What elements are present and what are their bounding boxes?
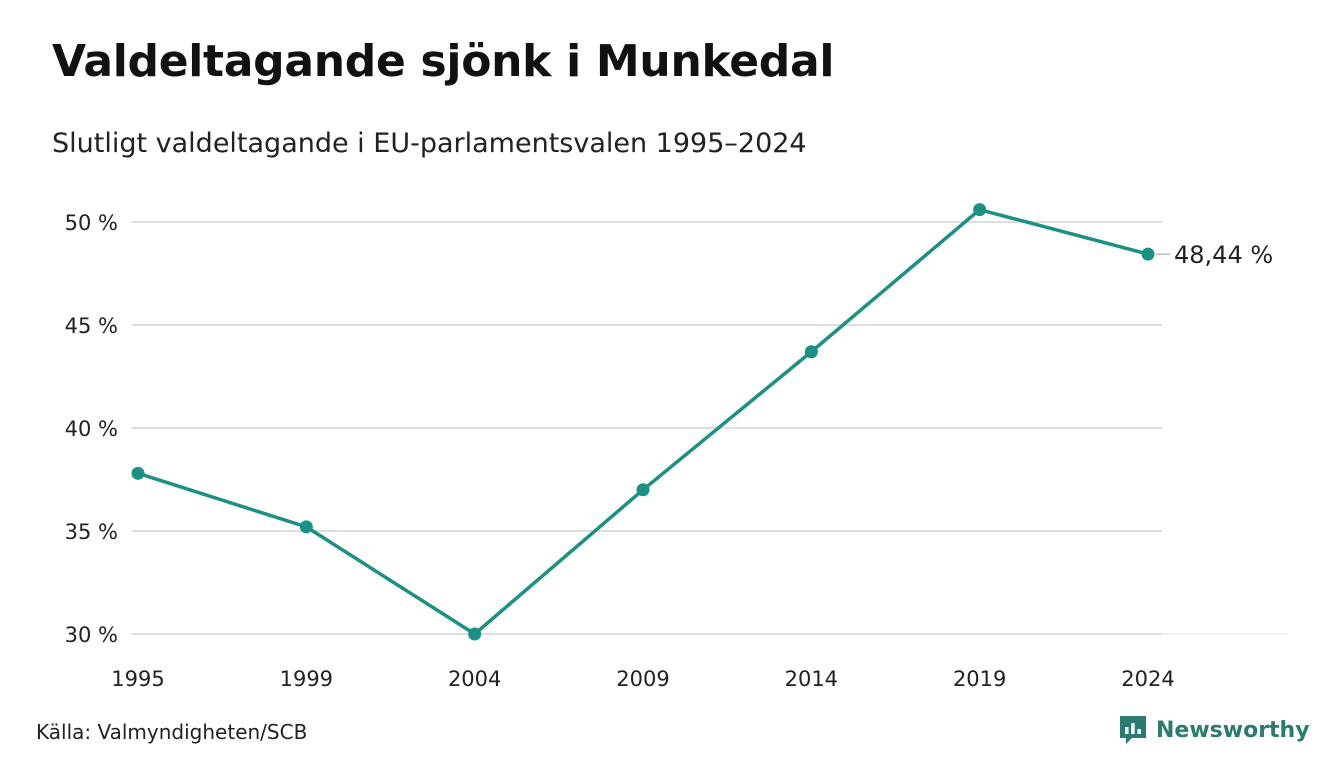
x-tick-label: 2009 — [616, 667, 669, 691]
data-point-1995[interactable] — [131, 466, 145, 480]
gridlines — [132, 221, 1288, 635]
y-tick-label: 40 % — [65, 417, 118, 441]
series-layer — [131, 203, 1155, 641]
y-tick-label: 50 % — [65, 211, 118, 235]
end-value-label: 48,44 % — [1174, 241, 1273, 269]
chart-title: Valdeltagande sjönk i Munkedal — [52, 36, 835, 87]
data-point-2004[interactable] — [468, 627, 482, 641]
data-point-2019[interactable] — [973, 203, 987, 217]
y-tick-label: 45 % — [65, 314, 118, 338]
y-axis-ticks: 30 % 35 % 40 % 45 % 50 % — [65, 211, 118, 647]
data-point-2009[interactable] — [636, 483, 650, 497]
x-tick-label: 2019 — [953, 667, 1006, 691]
series-line — [137, 207, 1149, 636]
x-tick-label: 2004 — [448, 667, 501, 691]
source-note: Källa: Valmyndigheten/SCB — [36, 720, 308, 744]
brand-logo[interactable]: Newsworthy — [1118, 714, 1310, 746]
chart-subtitle: Slutligt valdeltagande i EU-parlamentsva… — [52, 128, 807, 159]
newsworthy-logo-icon — [1120, 716, 1146, 744]
x-tick-label: 2014 — [785, 667, 838, 691]
y-tick-label: 30 % — [65, 623, 118, 647]
brand-name: Newsworthy — [1156, 717, 1310, 743]
y-tick-label: 35 % — [65, 520, 118, 544]
data-point-2024[interactable] — [1141, 247, 1155, 261]
end-label-layer: 48,44 % — [1156, 241, 1273, 269]
x-axis-ticks: 1995 1999 2004 2009 2014 2019 2024 — [111, 667, 1174, 691]
x-tick-label: 1995 — [111, 667, 164, 691]
data-point-1999[interactable] — [299, 520, 313, 534]
x-tick-label: 2024 — [1121, 667, 1174, 691]
x-tick-label: 1999 — [280, 667, 333, 691]
data-point-2014[interactable] — [804, 345, 818, 359]
